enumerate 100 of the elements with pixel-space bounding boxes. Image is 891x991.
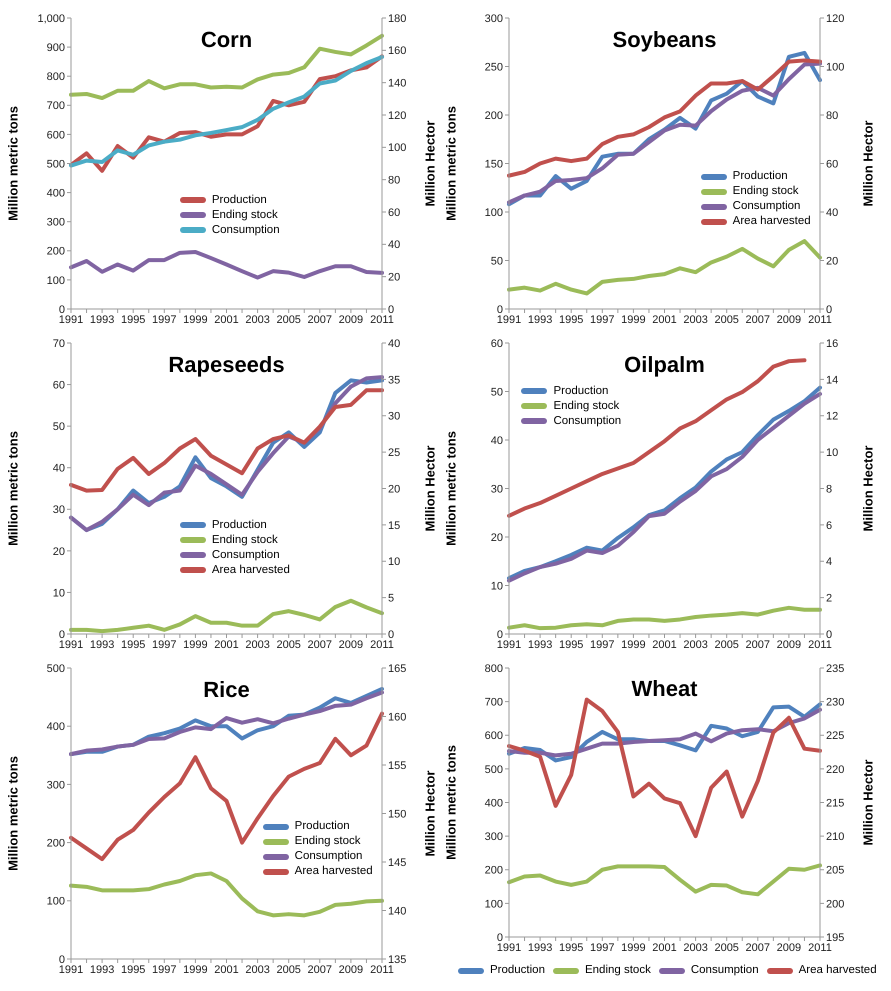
x-tick-label: 1991 [58,638,84,651]
x-tick-label: 2011 [808,314,832,326]
x-tick-label: 2007 [746,942,770,954]
y-tick-label: 400 [46,188,65,200]
y-tick-label: 700 [484,696,503,709]
legend-label: Production [732,169,788,184]
y-axis-title: Million metric tons [444,431,459,546]
legend-label: Production [553,384,608,399]
y-tick-label: 500 [484,764,503,776]
y2-tick-label: 220 [826,764,844,776]
y2-tick-label: 210 [826,831,844,844]
line-series [69,34,384,100]
x-tick-label: 1995 [120,638,146,651]
x-tick-label: 1997 [152,638,177,651]
y-tick-label: 0 [496,304,503,316]
y-tick-label: 20 [490,532,503,544]
y2-tick-label: 20 [388,272,400,284]
y-tick-label: 40 [52,462,65,475]
y2-tick-label: 0 [388,628,394,641]
y-tick-label: 70 [52,338,65,350]
legend-label: Ending stock [294,834,361,850]
x-tick-label: 2003 [683,314,708,326]
x-tick-label: 1995 [558,942,584,954]
x-tick-label: 2011 [808,942,832,954]
legend-label: Area harvested [798,963,877,978]
y2-tick-label: 40 [388,338,400,350]
x-tick-label: 2009 [776,942,802,954]
x-tick-label: 2009 [338,314,364,326]
y-tick-label: 150 [484,158,503,170]
y-tick-label: 100 [46,274,65,287]
x-tick-label: 1999 [183,314,208,326]
x-tick-label: 1991 [496,638,522,651]
y-tick-label: 400 [46,721,65,734]
x-tick-label: 1999 [621,638,646,651]
x-tick-label: 1995 [120,314,146,326]
x-tick-label: 1993 [528,942,552,954]
legend-label: Ending stock [212,532,278,548]
legend-label: Consumption [212,548,280,563]
line-series [507,606,822,630]
y2-tick-label: 140 [388,905,406,918]
x-tick-label: 1997 [152,964,177,976]
y2-tick-label: 4 [826,556,832,568]
y2-tick-label: 160 [388,711,406,724]
legend-label: Production [212,192,267,208]
y2-tick-label: 60 [826,158,838,170]
x-tick-label: 1993 [528,314,552,326]
y-tick-label: 100 [484,898,503,910]
x-tick-label: 2007 [746,314,770,326]
x-tick-label: 2003 [683,638,708,651]
y2-axis-title: Million Hector [860,760,876,846]
y2-tick-label: 100 [388,142,406,154]
x-tick-label: 2009 [776,638,802,651]
x-tick-label: 2009 [338,964,364,976]
x-tick-label: 1991 [496,942,522,954]
y2-tick-label: 180 [388,12,406,25]
x-tick-label: 2003 [245,638,270,651]
y-tick-label: 400 [484,797,503,810]
legend-label: Ending stock [553,398,620,414]
legend-label: Consumption [732,199,800,214]
y-tick-label: 0 [58,954,65,966]
y2-tick-label: 35 [388,374,400,386]
x-tick-label: 2007 [308,314,332,326]
y-tick-label: 30 [52,504,65,516]
y2-tick-label: 100 [826,61,844,74]
y2-tick-label: 2 [826,592,832,605]
x-tick-label: 2005 [714,638,739,651]
x-tick-label: 2009 [338,638,364,651]
y2-tick-label: 6 [826,520,832,532]
x-tick-label: 2011 [370,964,394,976]
legend-label: Ending stock [584,963,651,978]
y-tick-label: 300 [484,12,503,25]
y-tick-label: 200 [484,864,503,877]
y-tick-label: 200 [484,110,503,122]
y2-tick-label: 30 [388,410,400,423]
x-tick-label: 1993 [90,638,114,651]
y2-tick-label: 200 [826,898,844,910]
y-axis-title: Million metric tons [444,745,459,860]
y2-tick-label: 120 [826,12,844,25]
x-tick-label: 1993 [90,964,114,976]
line-series [69,250,384,280]
legend-label: Consumption [690,963,759,978]
y2-tick-label: 12 [826,410,838,423]
y-tick-label: 300 [46,779,65,792]
y-tick-label: 200 [46,246,65,258]
y-tick-label: 300 [484,831,503,844]
y2-tick-label: 150 [388,808,406,820]
y2-tick-label: 145 [388,856,406,869]
y2-tick-label: 155 [388,760,406,772]
line-series [507,698,822,838]
x-tick-label: 1997 [590,942,615,954]
y-tick-label: 0 [58,628,65,641]
y2-tick-label: 16 [826,338,838,350]
x-tick-label: 1999 [621,314,646,326]
x-tick-label: 1997 [590,638,615,651]
y-tick-label: 30 [490,483,503,496]
y2-tick-label: 215 [826,797,844,810]
y-tick-label: 50 [52,421,65,434]
line-series [69,388,384,493]
x-tick-label: 2005 [714,314,739,326]
y-tick-label: 300 [46,216,65,229]
